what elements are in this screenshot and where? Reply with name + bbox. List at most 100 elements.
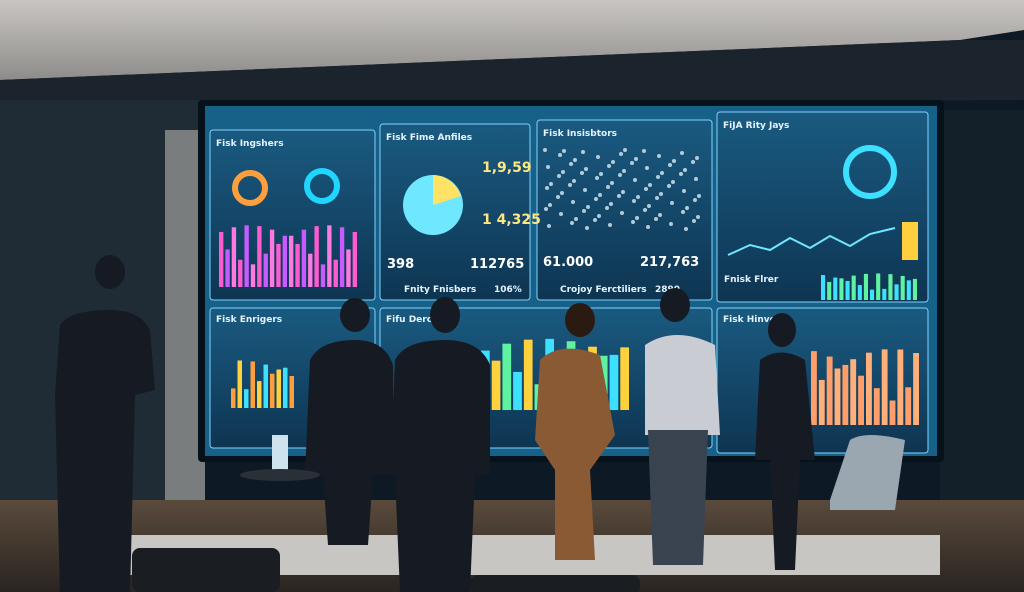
map-dot <box>679 172 683 176</box>
map-dot <box>645 166 649 170</box>
map-dot <box>580 171 584 175</box>
map-dot <box>546 165 550 169</box>
map-dot <box>585 226 589 230</box>
decor-bar <box>231 388 236 408</box>
decor-bar <box>238 259 243 287</box>
map-dot <box>621 190 625 194</box>
panel-title: FiJA Rity Jays <box>723 121 789 131</box>
map-dot <box>642 149 646 153</box>
panel-title: Fisk Enrigers <box>216 315 282 325</box>
decor-bar <box>502 343 512 410</box>
map-dot <box>561 170 565 174</box>
decor-bar <box>850 359 857 425</box>
map-dot <box>605 206 609 210</box>
map-dot <box>586 205 590 209</box>
map-dot <box>570 221 574 225</box>
map-dot <box>573 158 577 162</box>
person <box>755 313 815 570</box>
map-dot <box>634 157 638 161</box>
decor-bar <box>609 354 619 410</box>
decor-bar <box>237 360 242 408</box>
map-dot <box>631 220 635 224</box>
decor-bar <box>301 229 307 287</box>
decor-bar <box>283 367 288 408</box>
map-dot <box>611 160 615 164</box>
map-dot <box>691 160 695 164</box>
decor-bar <box>881 349 888 425</box>
map-dot <box>695 156 699 160</box>
map-dot <box>569 162 573 166</box>
decor-bar <box>282 235 287 287</box>
map-dot <box>644 187 648 191</box>
soffit <box>0 40 1024 105</box>
decor-bar <box>811 351 817 425</box>
decor-bar <box>842 364 849 425</box>
chair <box>470 575 640 592</box>
map-dot <box>646 225 650 229</box>
panel-title: Fisk Insisbtors <box>543 129 617 139</box>
decor-bar <box>339 227 345 287</box>
side-table <box>240 469 320 481</box>
map-dot <box>685 206 689 210</box>
decor-bar <box>219 231 224 287</box>
map-dot <box>620 211 624 215</box>
person-head <box>565 303 595 337</box>
decor-bar <box>876 273 881 300</box>
footer-label: Fnity Fnisbers <box>404 285 476 295</box>
map-dot <box>558 153 562 157</box>
map-dot <box>608 223 612 227</box>
map-dot <box>582 209 586 213</box>
donut <box>304 168 340 204</box>
map-dot <box>683 168 687 172</box>
decor-bar <box>289 235 294 287</box>
map-dot <box>660 171 664 175</box>
map-dot <box>609 202 613 206</box>
decor-bar <box>818 379 825 425</box>
map-dot <box>667 184 671 188</box>
map-dot <box>643 208 647 212</box>
panel <box>536 119 713 301</box>
decor-bar <box>839 278 844 300</box>
decor-bar <box>257 381 262 408</box>
map-dot <box>648 183 652 187</box>
map-dot <box>598 193 602 197</box>
map-dot <box>571 200 575 204</box>
map-dot <box>632 199 636 203</box>
map-dot <box>636 195 640 199</box>
map-dot <box>680 151 684 155</box>
decor-bar <box>346 249 351 287</box>
decor-bar <box>834 368 841 425</box>
map-dot <box>633 178 637 182</box>
gauge <box>843 145 897 199</box>
map-dot <box>607 164 611 168</box>
map-dot <box>670 201 674 205</box>
decor-bar <box>906 280 911 300</box>
sparkline <box>727 227 896 256</box>
map-dot <box>668 163 672 167</box>
map-dot <box>548 203 552 207</box>
map-dot <box>671 180 675 184</box>
map-dot <box>559 212 563 216</box>
map-dot <box>655 196 659 200</box>
map-dot <box>560 191 564 195</box>
decor-bar <box>889 400 896 425</box>
map-dot <box>545 186 549 190</box>
person-shirt <box>645 335 720 435</box>
decor-bar <box>897 349 904 425</box>
decor-bar <box>250 361 255 408</box>
map-dot <box>617 194 621 198</box>
metric: 112765 <box>470 257 524 272</box>
map-dot <box>658 213 662 217</box>
person <box>535 348 615 560</box>
map-dot <box>596 155 600 159</box>
panel-title: Fisk Fime Anfiles <box>386 133 472 143</box>
decor-bar <box>257 226 262 287</box>
decor-bar <box>269 229 275 287</box>
decor-bar <box>333 259 338 287</box>
person <box>55 255 155 592</box>
decor-bar <box>314 226 319 287</box>
person-trousers <box>648 430 708 565</box>
decor-bar <box>894 284 899 300</box>
map-dot <box>694 177 698 181</box>
